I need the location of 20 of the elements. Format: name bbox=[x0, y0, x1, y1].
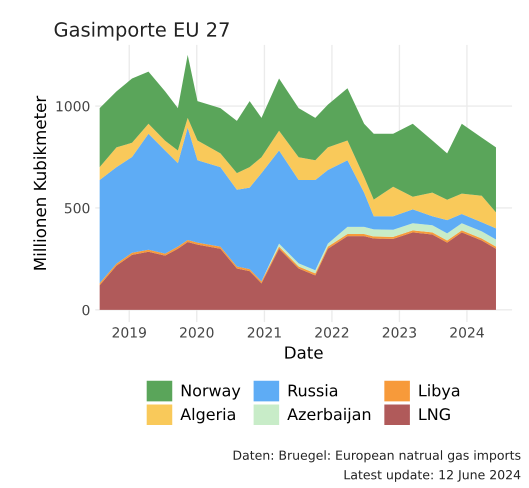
text: Daten: Bruegel: European natrual gas imports bbox=[234, 450, 520, 462]
x-tick-label: 2022 bbox=[315, 327, 348, 338]
x-tick-label: 2023 bbox=[382, 327, 416, 338]
y-tick-label: 1000 bbox=[56, 101, 90, 112]
chart-title: Gasimporte EU 27 bbox=[54, 22, 229, 41]
x-tick-label: 2019 bbox=[112, 327, 146, 338]
text: Latest update: 12 June 2024 bbox=[344, 470, 520, 482]
legend-label: Azerbaijan bbox=[287, 408, 370, 424]
x-tick-label: 2021 bbox=[248, 327, 281, 338]
legend-label: Libya bbox=[419, 384, 460, 400]
y-tick-label: 500 bbox=[64, 202, 90, 214]
x-axis-title: Date bbox=[285, 346, 323, 359]
x-tick-label: 2024 bbox=[450, 327, 484, 338]
x-tick-label: 2020 bbox=[180, 327, 214, 338]
legend-label: Norway bbox=[182, 384, 240, 400]
y-axis-title: Millionen Kubikmeter bbox=[33, 96, 46, 270]
y-tick-label: 0 bbox=[82, 304, 90, 316]
legend-label: LNG bbox=[419, 408, 450, 420]
legend-label: Algeria bbox=[180, 408, 235, 424]
legend-label: Russia bbox=[288, 384, 338, 397]
